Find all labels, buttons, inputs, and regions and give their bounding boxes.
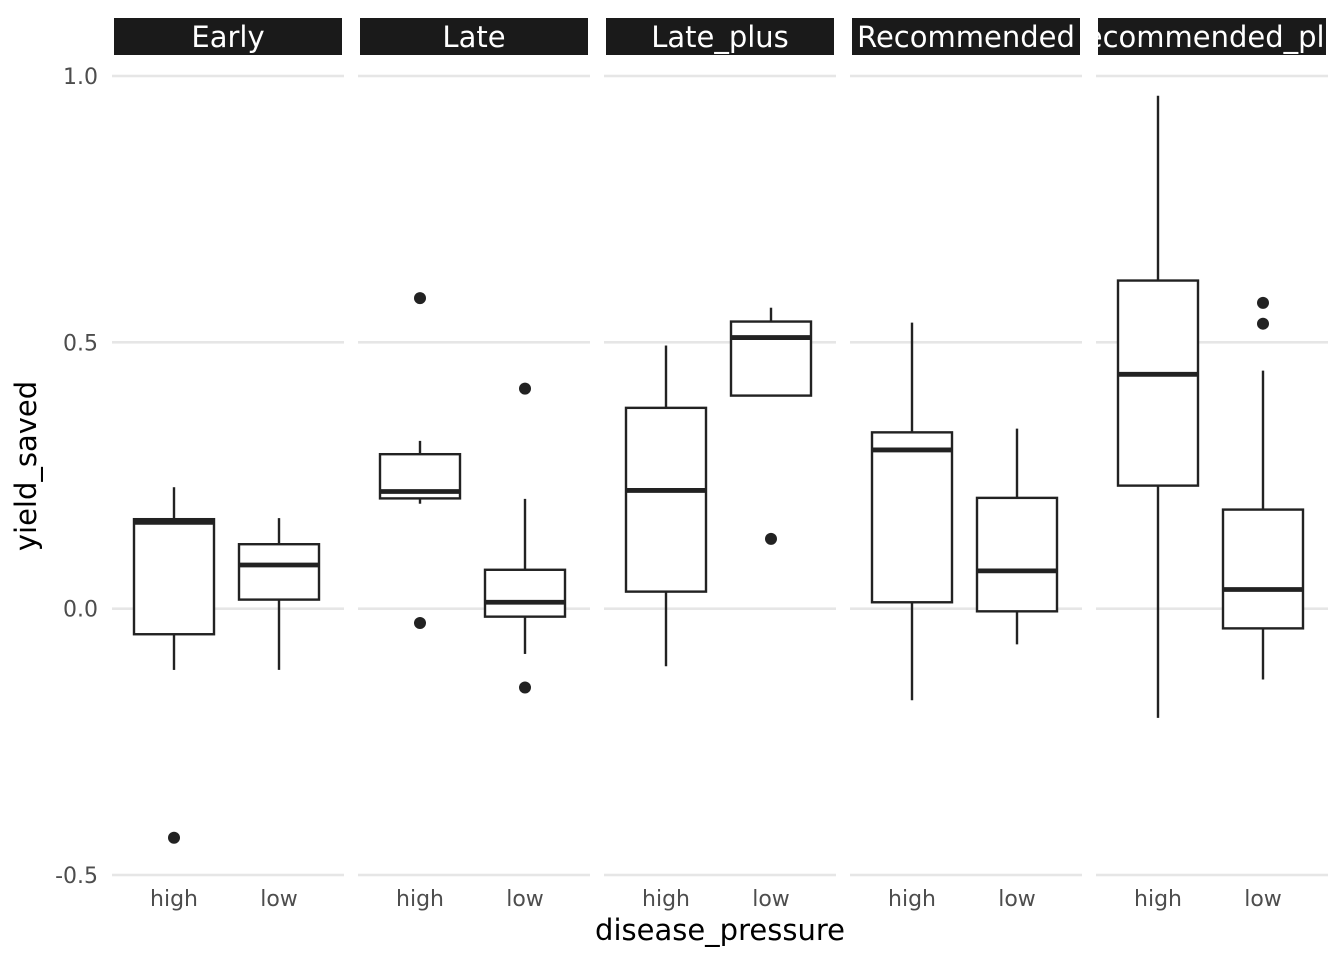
facet-strip: [1098, 18, 1326, 55]
box-low: [237, 518, 321, 670]
y-axis-ticks: -0.5 0.0 0.5 1.0: [55, 65, 98, 889]
box-iqr: [1221, 508, 1305, 630]
y-tick-label: -0.5: [55, 864, 98, 889]
facet-strip: [852, 18, 1080, 55]
box-low: [1221, 296, 1305, 680]
facet-strip-label: Early: [191, 20, 264, 54]
y-axis-title: yield_saved: [9, 381, 43, 551]
outlier-point: [519, 681, 531, 694]
box-high: [132, 487, 216, 844]
facet-strip-label: Recommended_plus: [1066, 20, 1344, 54]
y-tick-label: 0.0: [63, 598, 98, 623]
outlier-point: [765, 532, 777, 545]
facet-strip: [606, 18, 834, 55]
x-tick-label: high: [888, 887, 936, 912]
box-iqr: [483, 568, 567, 618]
x-tick-label: high: [396, 887, 444, 912]
box-low: [975, 428, 1059, 645]
facet-strip-label: Late: [442, 20, 505, 54]
outlier-point: [414, 292, 426, 305]
box-iqr: [729, 320, 813, 397]
x-tick-label: low: [1244, 887, 1282, 912]
facet-strip: [360, 18, 588, 55]
box-high: [870, 322, 954, 701]
box-iqr: [237, 543, 321, 601]
x-axis-title: disease_pressure: [595, 913, 845, 947]
x-tick-label: low: [998, 887, 1036, 912]
outlier-point: [168, 831, 180, 844]
facet-strip-label: Late_plus: [651, 20, 789, 54]
facet-panel: Early high low: [112, 18, 344, 912]
box-iqr: [975, 496, 1059, 613]
facet-panel: Recommended high low: [850, 18, 1082, 912]
facet-strip-label: Recommended: [857, 20, 1075, 54]
x-tick-label: high: [642, 887, 690, 912]
box-iqr: [870, 431, 954, 604]
outlier-point: [1257, 317, 1269, 330]
box-low: [729, 307, 813, 545]
box-iqr: [624, 406, 708, 593]
box-low: [483, 382, 567, 694]
x-tick-label: high: [1134, 887, 1182, 912]
box-high: [624, 345, 708, 667]
y-tick-label: 1.0: [63, 65, 98, 90]
outlier-point: [1257, 296, 1269, 309]
y-tick-label: 0.5: [63, 331, 98, 356]
x-tick-label: low: [506, 887, 544, 912]
box-high: [1116, 95, 1200, 718]
x-tick-label: low: [260, 887, 298, 912]
outlier-point: [414, 617, 426, 630]
facet-panel: Late high low: [358, 18, 590, 912]
box-iqr: [132, 517, 216, 636]
box-iqr: [1116, 279, 1200, 487]
x-tick-label: high: [150, 887, 198, 912]
outlier-point: [519, 382, 531, 395]
x-tick-label: low: [752, 887, 790, 912]
box-high: [378, 292, 462, 630]
facet-strip: [114, 18, 342, 55]
